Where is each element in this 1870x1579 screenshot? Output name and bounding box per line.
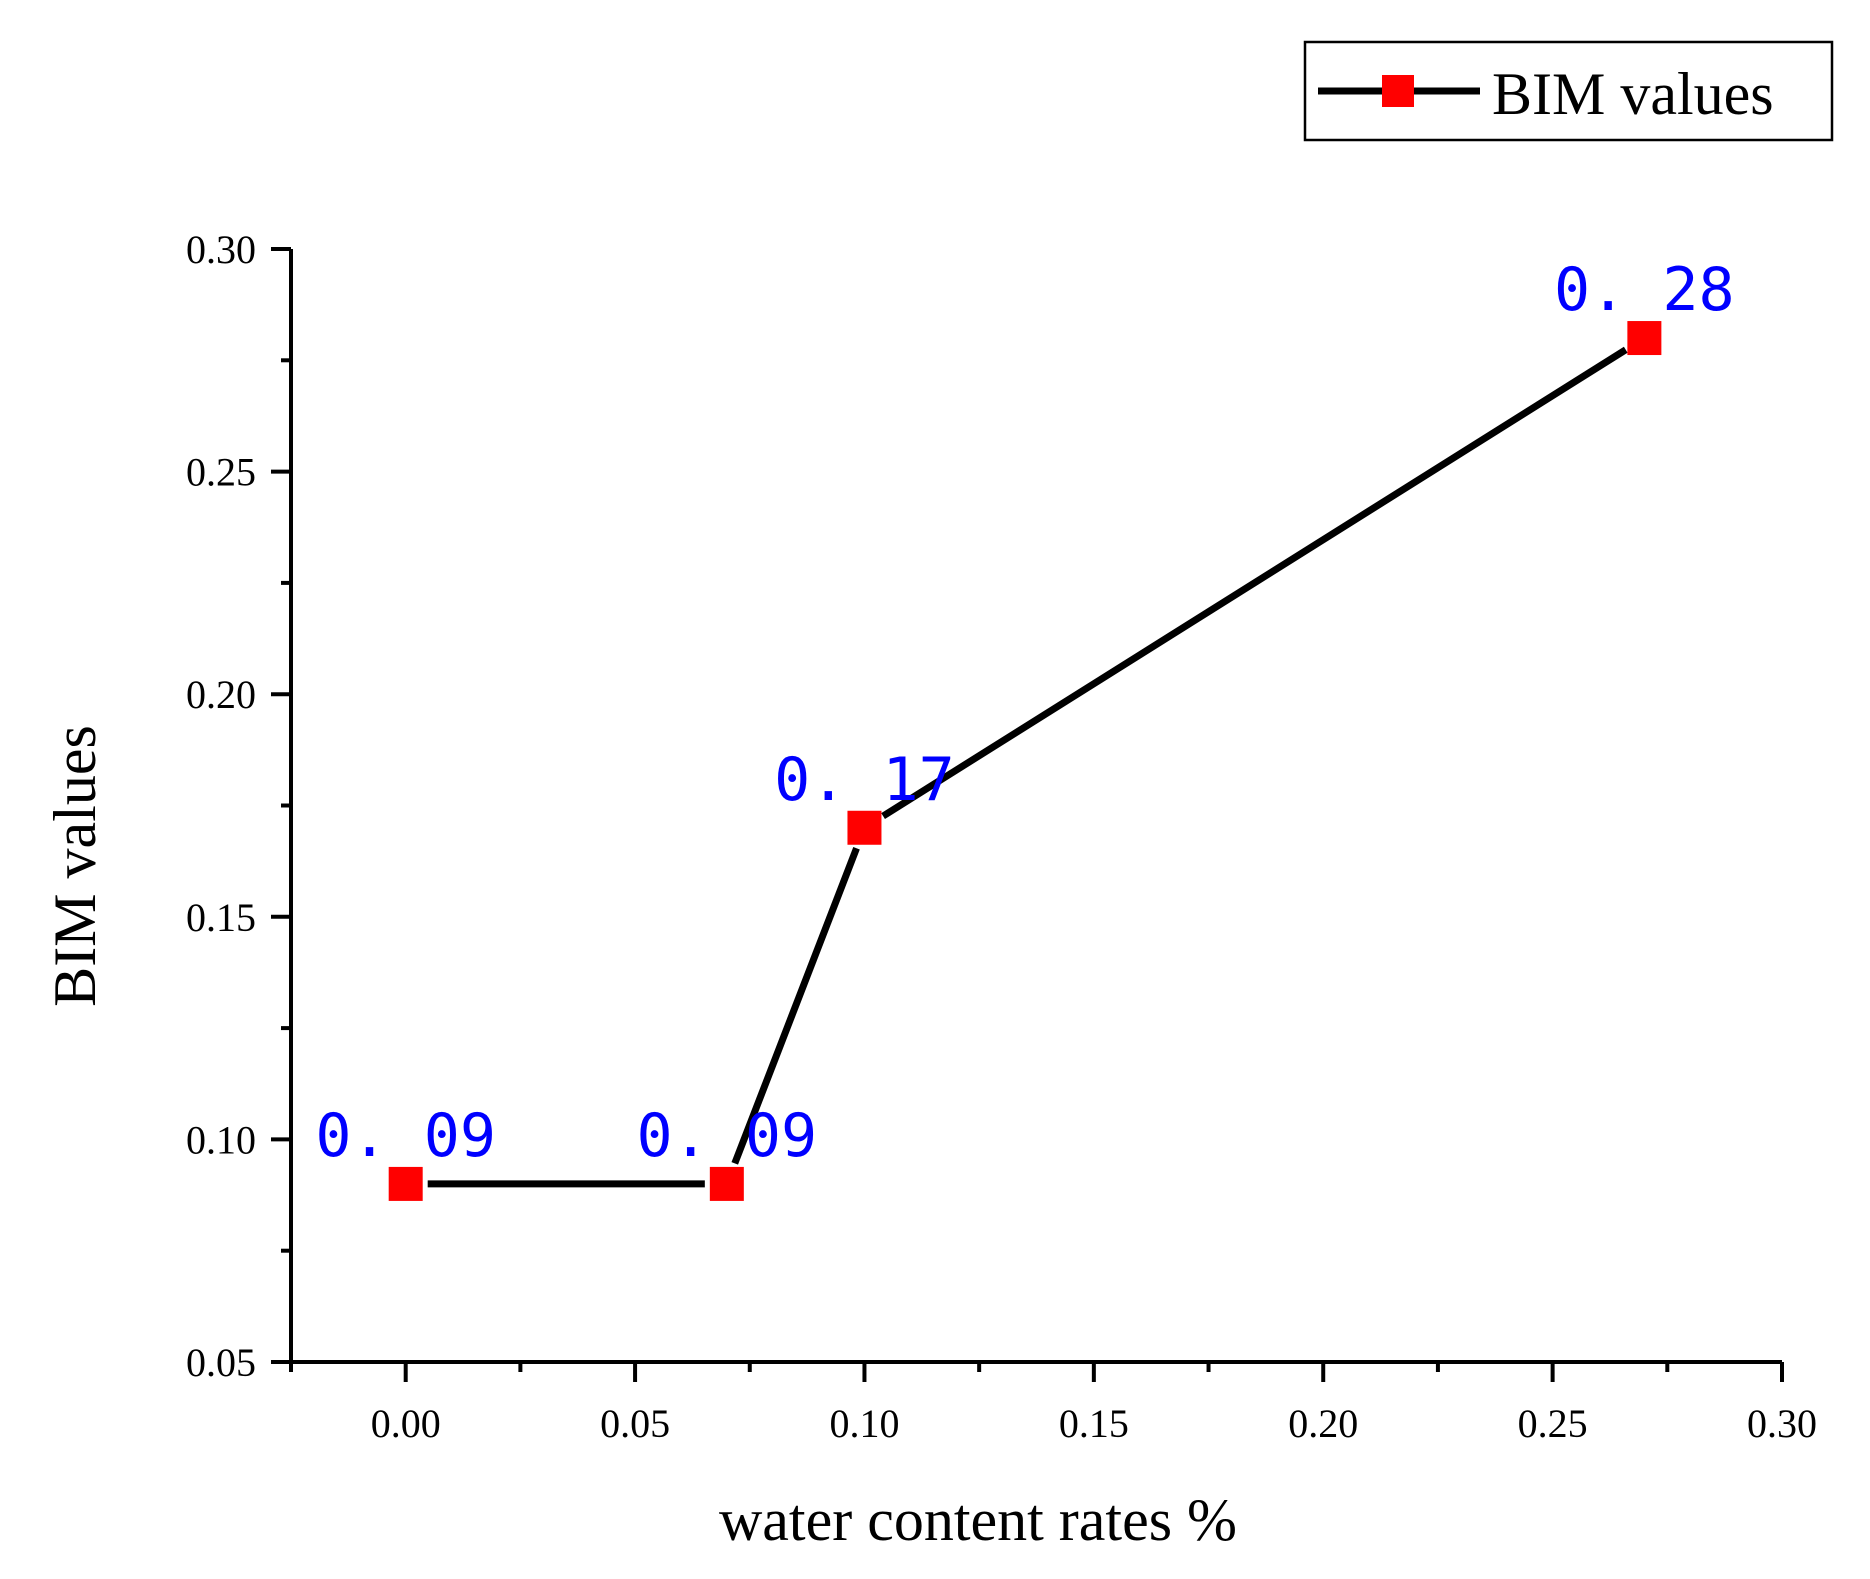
y-ticks: 0.05 0.10 0.15 0.20 0.25 0.30 (186, 227, 291, 1385)
y-tick-label: 0.25 (186, 450, 256, 495)
data-label: 0. 09 (637, 1101, 818, 1171)
data-point-marker (388, 1166, 423, 1201)
series-line-segment (731, 847, 860, 1165)
x-ticks: 0.00 0.05 0.10 0.15 0.20 0.25 0.30 (289, 1362, 1817, 1446)
data-point-marker (709, 1166, 744, 1201)
data-point-marker (1627, 321, 1662, 356)
x-tick-label: 0.30 (1747, 1401, 1817, 1446)
x-tick-label: 0.10 (829, 1401, 899, 1446)
axes: 0.05 0.10 0.15 0.20 0.25 0.30 0.00 0.05 0.10 0.1… (186, 227, 1817, 1446)
y-tick-label: 0.05 (186, 1340, 256, 1385)
y-tick-label: 0.15 (186, 895, 256, 940)
data-point-marker (847, 810, 882, 845)
data-label: 0. 17 (774, 745, 955, 815)
x-tick-label: 0.15 (1059, 1401, 1129, 1446)
x-tick-label: 0.25 (1518, 1401, 1588, 1446)
series-line-segment (881, 346, 1628, 820)
series-layer: 0. 09 0. 09 0. 17 0. 28 (315, 255, 1735, 1201)
y-axis-title: BIM values (42, 725, 108, 1007)
x-tick-label: 0.00 (371, 1401, 441, 1446)
legend: BIM values (1303, 40, 1834, 142)
y-tick-label: 0.20 (186, 672, 256, 717)
x-tick-label: 0.20 (1288, 1401, 1358, 1446)
x-tick-label: 0.05 (600, 1401, 670, 1446)
y-tick-label: 0.30 (186, 227, 256, 272)
y-tick-label: 0.10 (186, 1117, 256, 1162)
data-label: 0. 09 (315, 1101, 496, 1171)
data-label: 0. 28 (1554, 255, 1735, 325)
legend-label: BIM values (1492, 61, 1774, 127)
legend-marker-sample (1382, 75, 1414, 107)
x-axis-title: water content rates % (719, 1487, 1237, 1553)
